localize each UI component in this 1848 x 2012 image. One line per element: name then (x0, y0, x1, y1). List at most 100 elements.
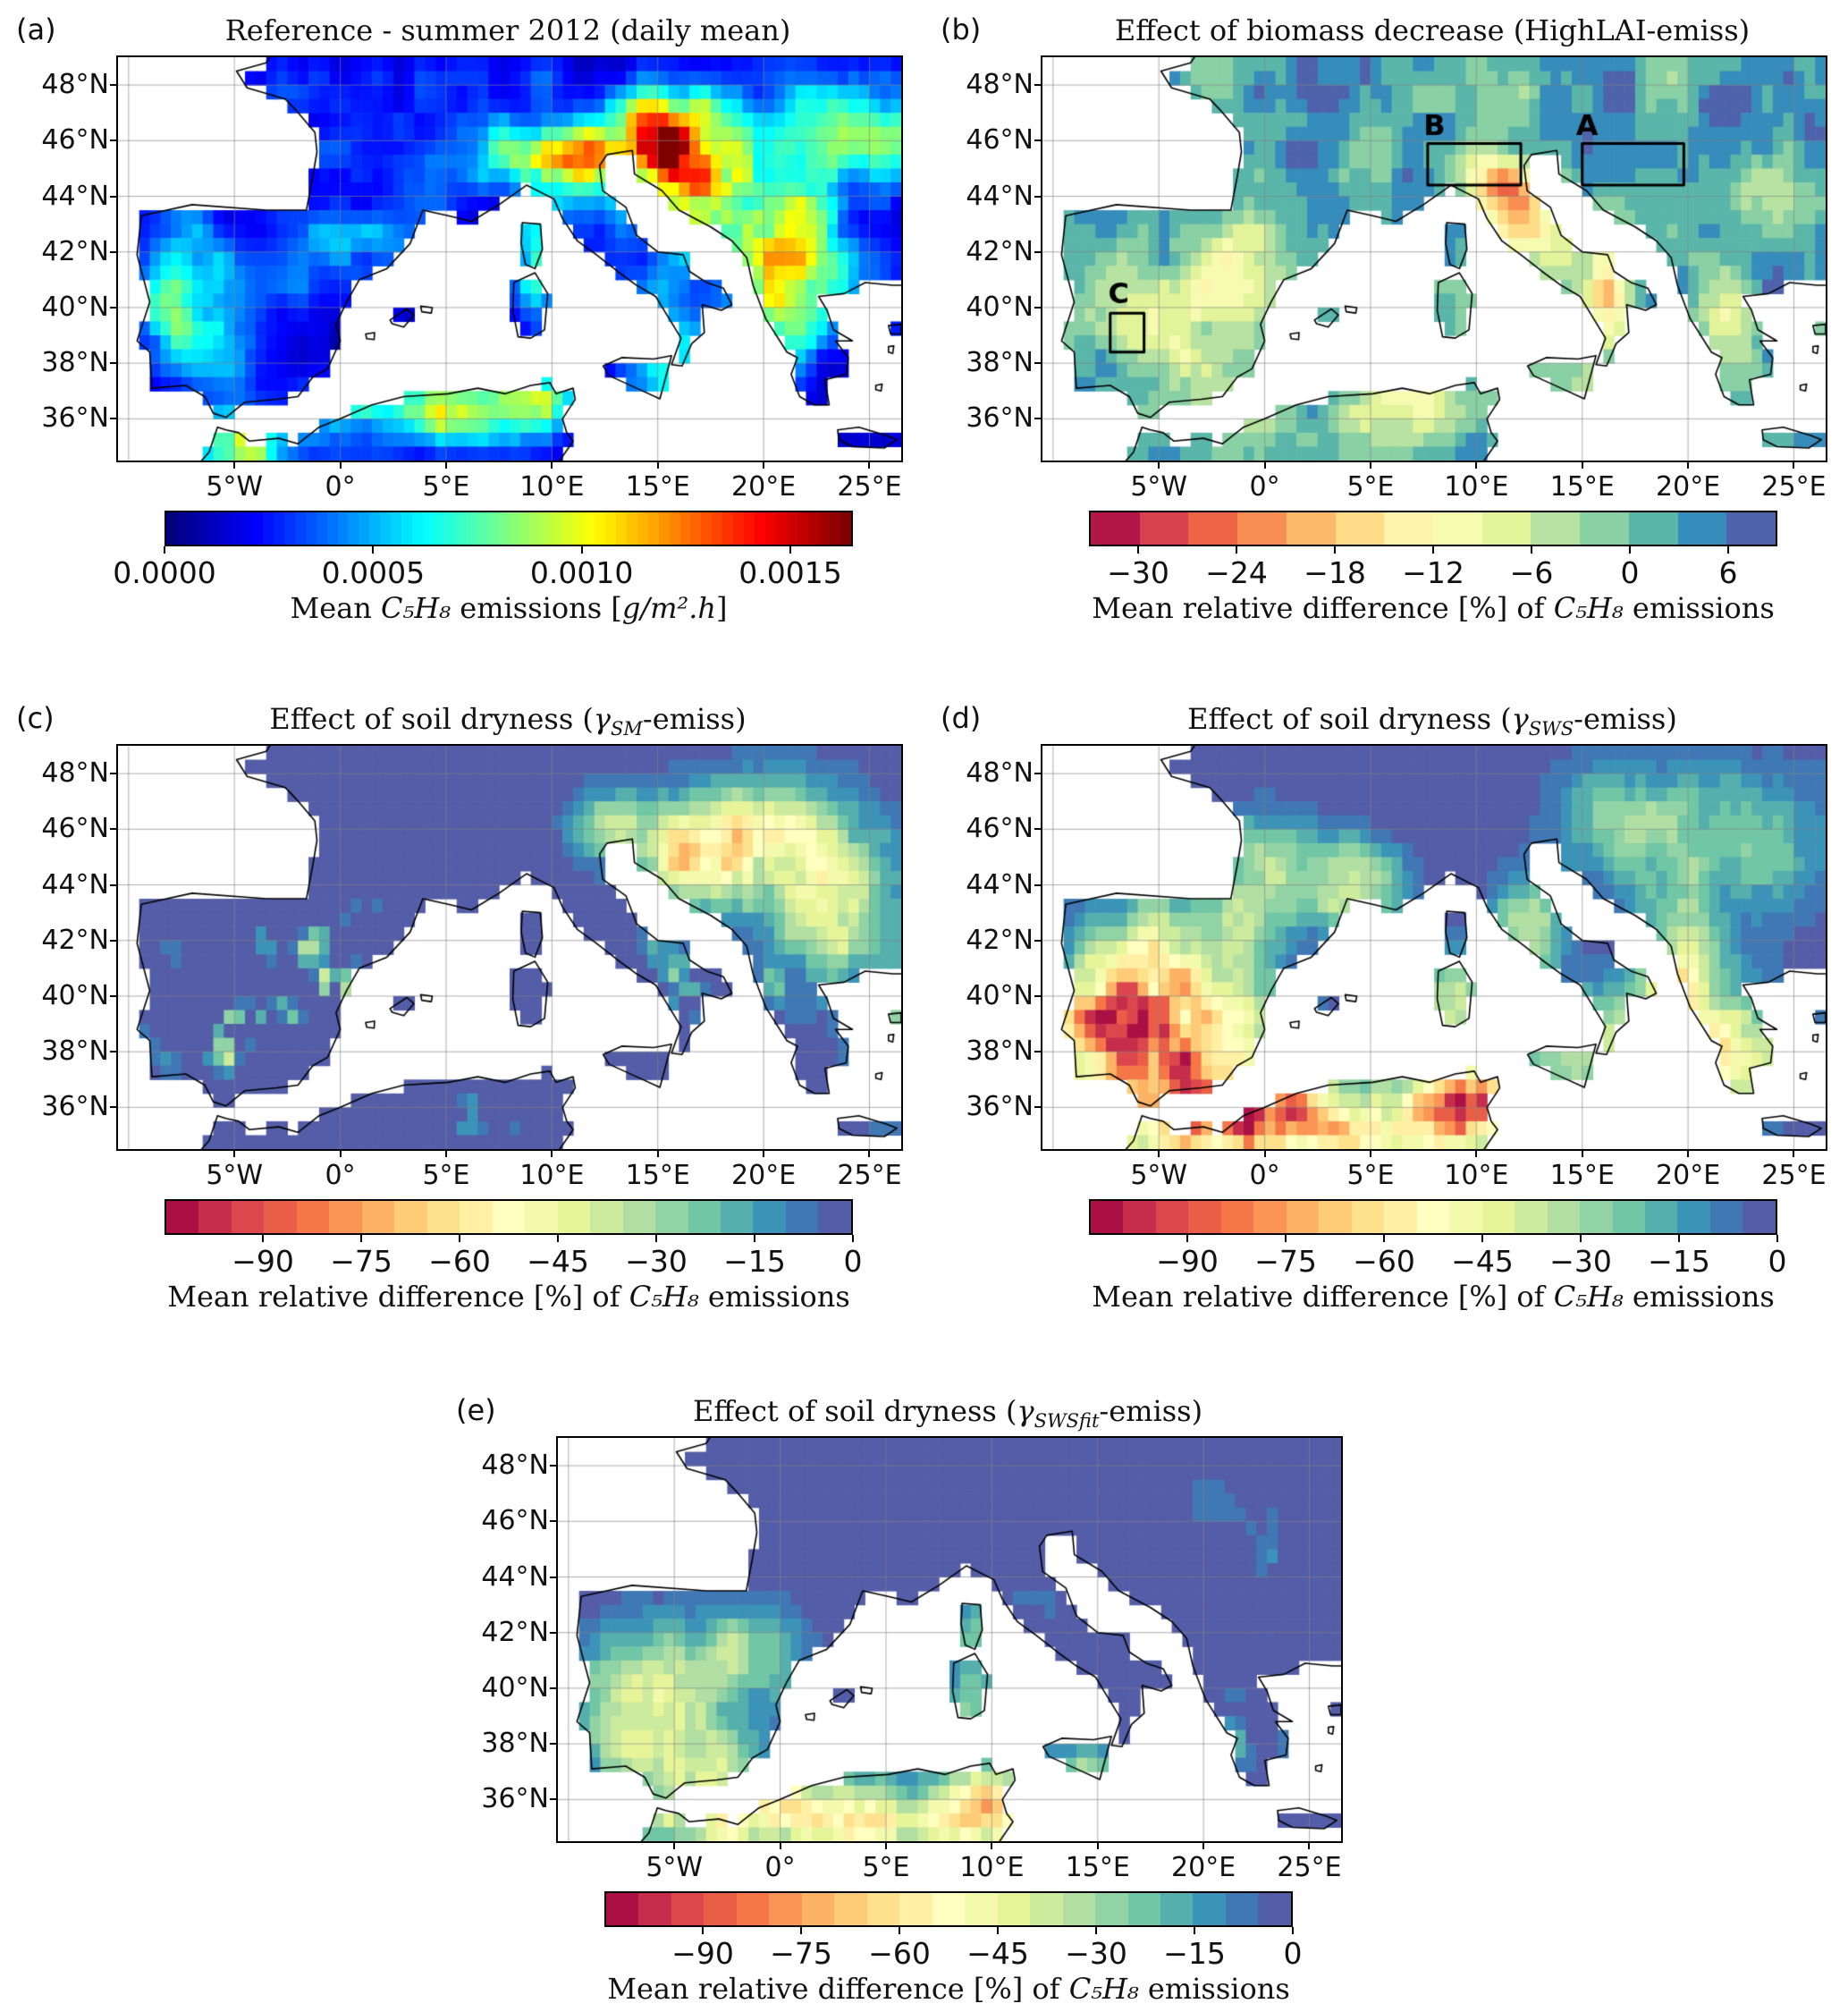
lon-tick-mark (779, 1841, 781, 1849)
lon-tick-label: 0° (764, 1852, 796, 1883)
colorbar-segment (329, 1201, 362, 1233)
colorbar-segment (572, 512, 584, 545)
colorbar-segment (557, 1201, 591, 1233)
lon-tick-mark (868, 1149, 871, 1157)
cbar-label-prefix: Mean (290, 591, 382, 625)
lon-tick-mark (868, 461, 871, 469)
colorbar-segment (230, 512, 241, 545)
colorbar-segment (658, 512, 670, 545)
colorbar-tick-mark (262, 1235, 264, 1242)
lon-tick-mark (1475, 1149, 1478, 1157)
colorbar-segment (198, 512, 209, 545)
colorbar-segment (251, 512, 263, 545)
colorbar-block-b: −30 −24 −18 −12 −6 0 6 Mean relative differenc… (1089, 511, 1777, 625)
cbar-label-formula: C₅H₈ (1553, 1280, 1624, 1314)
colorbar-tick-mark (557, 1235, 559, 1242)
colorbar-segment (834, 1893, 867, 1925)
colorbar-segment (1628, 512, 1678, 545)
panel-letter: (c) (16, 701, 55, 735)
colorbar-segment (394, 1201, 427, 1233)
lon-tick-label: 20°E (731, 1160, 797, 1191)
panel-letter: (a) (16, 13, 56, 46)
lon-tick-mark (763, 1149, 765, 1157)
colorbar-segment (401, 512, 413, 545)
lon-tick-label: 15°E (625, 1160, 690, 1191)
colorbar-tick-mark (580, 546, 583, 554)
lon-tick-label: 15°E (1549, 1160, 1615, 1191)
map-e: 48°N 46°N 44°N 42°N 40°N 38°N 36°N 5°W 0° 5°E 10°E… (481, 1436, 1343, 1883)
cbar-label-formula: C₅H₈ (629, 1280, 699, 1314)
colorbar-segment (744, 512, 755, 545)
lat-tick-mark (1034, 250, 1042, 253)
colorbar-segment (264, 1201, 297, 1233)
colorbar-tick-label: −15 (723, 1244, 786, 1279)
cbar-label-mid: emissions (1623, 591, 1775, 625)
lon-tick-mark (1158, 1149, 1160, 1157)
colorbar-segment (1384, 512, 1434, 545)
lat-tick-mark (550, 1798, 558, 1801)
colorbar-tick-label: −90 (232, 1244, 294, 1279)
colorbar-segment (830, 512, 841, 545)
colorbar-label-b: Mean relative difference [%] of C₅H₈ emi… (1089, 591, 1777, 625)
lat-tick-mark (110, 1051, 118, 1053)
colorbar-segment (704, 1893, 737, 1925)
cbar-label-unit: g/m².h (621, 591, 717, 625)
colorbar-ticks-e: −90 −75 −60 −45 −30 −15 0 (604, 1927, 1303, 1972)
lon-tick-label: 25°E (1277, 1852, 1342, 1883)
colorbar-tick-label: 0.0015 (738, 555, 842, 590)
lat-tick-mark (110, 1106, 118, 1109)
lon-tick-mark (1581, 1149, 1583, 1157)
cbar-label-mid: emissions [ (451, 591, 622, 625)
lon-tick-label: 10°E (959, 1852, 1025, 1883)
colorbar-tick-mark (459, 1235, 460, 1242)
colorbar-segment (423, 512, 435, 545)
lon-tick-mark (1202, 1841, 1205, 1849)
lat-tick-label: 48°N (481, 1450, 549, 1482)
lat-tick-mark (1034, 84, 1042, 87)
colorbar-block-c: −90 −75 −60 −45 −30 −15 0 Mean relative differ… (165, 1199, 863, 1314)
colorbar-segment (1253, 1201, 1287, 1233)
colorbar-tick-mark (1678, 1235, 1680, 1242)
lat-tick-label: 36°N (481, 1783, 549, 1815)
colorbar-segment (615, 512, 627, 545)
lat-tick-mark (550, 1465, 558, 1467)
colorbar-segment (529, 512, 541, 545)
lon-tick-mark (656, 461, 659, 469)
panel-title-text: Effect of soil dryness ( (269, 702, 594, 736)
lat-tick-label: 46°N (41, 813, 109, 845)
colorbar-tick-mark (1432, 546, 1434, 554)
colorbar-segment (1237, 512, 1287, 545)
colorbar-segment (1155, 1201, 1189, 1233)
panel-title-gamma: γ (593, 702, 612, 736)
lon-tick-label: 20°E (1171, 1852, 1236, 1883)
colorbar-segment (1677, 1201, 1710, 1233)
colorbar-c (165, 1199, 853, 1235)
lat-tick-label: 38°N (481, 1728, 549, 1760)
lon-tick-mark (233, 1149, 236, 1157)
map-d: 48°N 46°N 44°N 42°N 40°N 38°N 36°N 5°W 0° 5°E 10°E… (966, 744, 1827, 1191)
lon-tick-label: 10°E (1444, 471, 1509, 503)
colorbar-segment (208, 512, 220, 545)
colorbar-segment (540, 512, 552, 545)
panel-title-suffix: -emiss) (642, 702, 747, 736)
lon-tick-mark (339, 461, 342, 469)
colorbar-segment (551, 512, 562, 545)
colorbar-tick-label: −45 (1451, 1244, 1514, 1279)
lon-tick-label: 15°E (625, 471, 690, 503)
panel-title-suffix: -emiss) (1574, 702, 1677, 736)
colorbar-segment (1286, 1201, 1320, 1233)
colorbar-tick-mark (702, 1927, 704, 1934)
lon-tick-label: 25°E (837, 471, 902, 503)
colorbar-segment (434, 512, 445, 545)
colorbar-tick-mark (372, 546, 375, 554)
lat-tick-mark (1034, 306, 1042, 309)
lat-tick-mark (1034, 1106, 1042, 1109)
colorbar-segment (166, 512, 177, 545)
colorbar-tick-mark (1629, 546, 1631, 554)
colorbar-segment (1286, 512, 1336, 545)
map-canvas-e (558, 1438, 1341, 1841)
lat-tick-mark (550, 1687, 558, 1689)
cbar-label-mid: emissions (1623, 1280, 1775, 1314)
lon-tick-mark (991, 1841, 993, 1849)
colorbar-segment (176, 512, 188, 545)
